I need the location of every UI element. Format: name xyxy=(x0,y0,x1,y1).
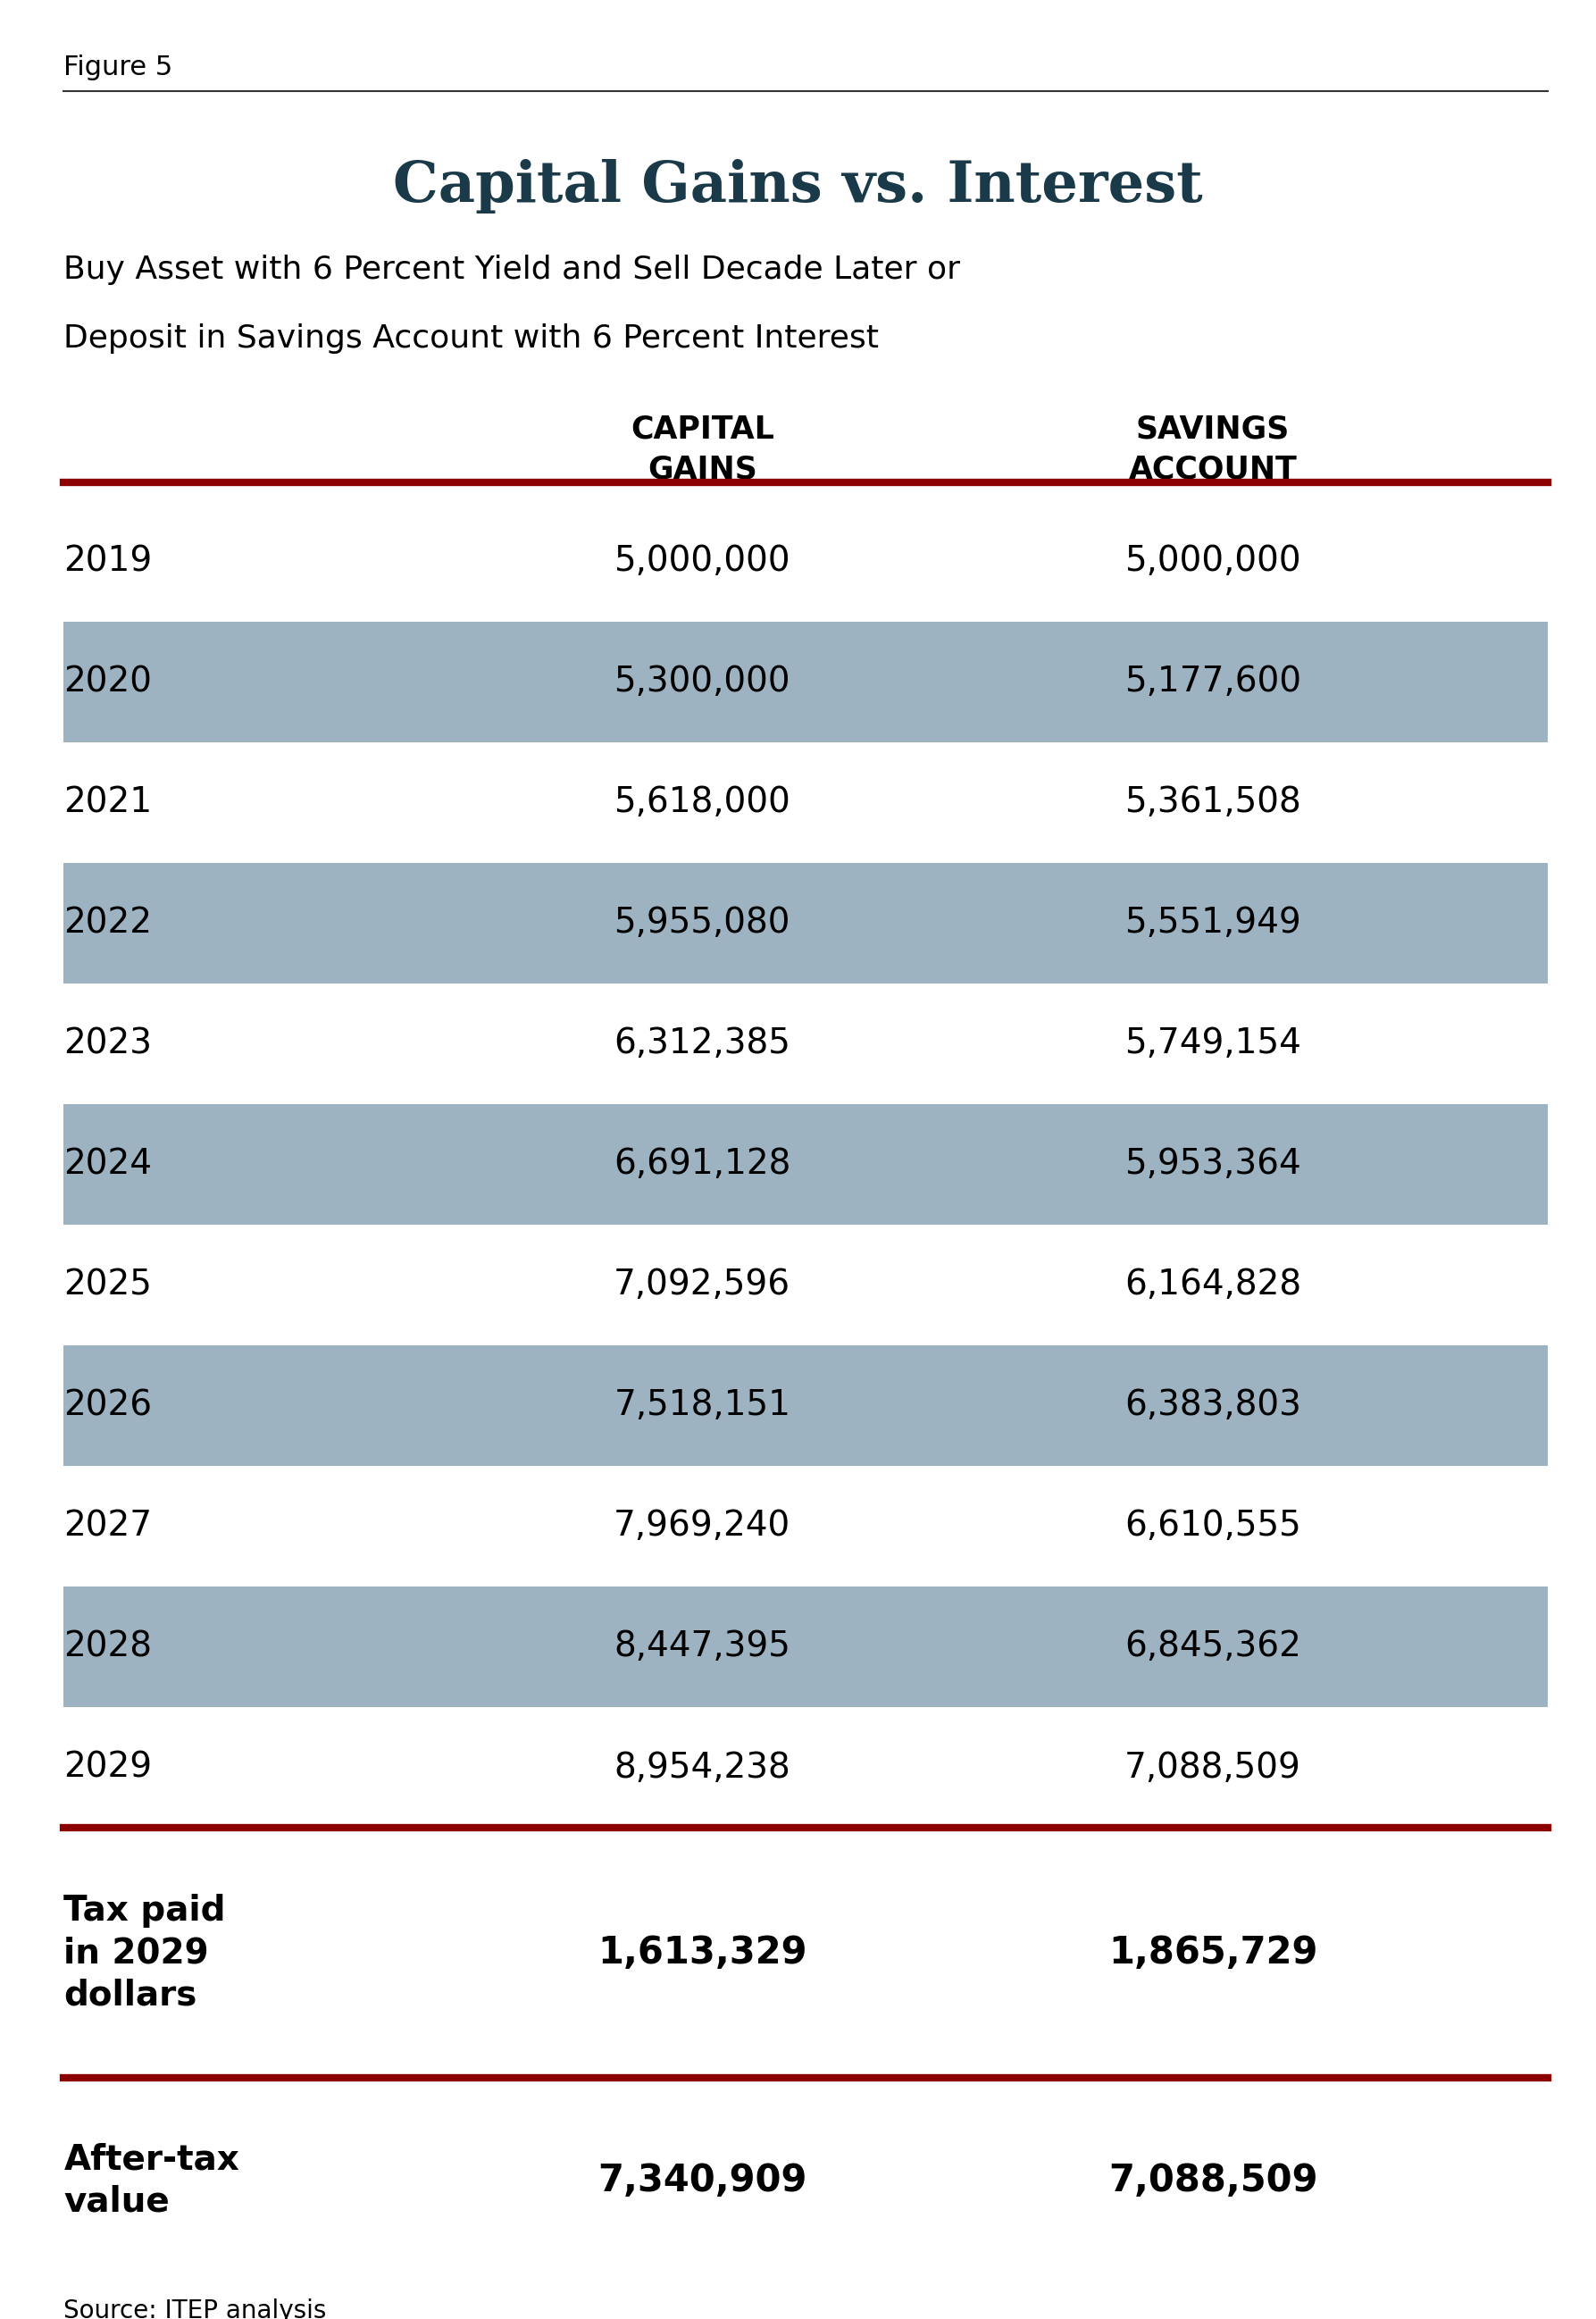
Text: 6,845,362: 6,845,362 xyxy=(1125,1630,1301,1663)
Text: 5,000,000: 5,000,000 xyxy=(614,545,790,577)
Text: Buy Asset with 6 Percent Yield and Sell Decade Later or: Buy Asset with 6 Percent Yield and Sell … xyxy=(64,255,961,285)
Text: 2027: 2027 xyxy=(64,1510,152,1542)
Text: 8,447,395: 8,447,395 xyxy=(614,1630,790,1663)
Text: Tax paid
in 2029
dollars: Tax paid in 2029 dollars xyxy=(64,1895,227,2013)
Text: 5,618,000: 5,618,000 xyxy=(614,786,790,819)
Text: 6,691,128: 6,691,128 xyxy=(613,1148,792,1180)
Text: 5,749,154: 5,749,154 xyxy=(1125,1027,1301,1060)
FancyBboxPatch shape xyxy=(64,1345,1548,1466)
Text: 1,613,329: 1,613,329 xyxy=(597,1934,808,1971)
Text: 7,518,151: 7,518,151 xyxy=(614,1389,790,1422)
Text: Figure 5: Figure 5 xyxy=(64,56,172,81)
Text: 5,551,949: 5,551,949 xyxy=(1125,907,1301,939)
Text: 6,383,803: 6,383,803 xyxy=(1125,1389,1301,1422)
Text: 2025: 2025 xyxy=(64,1268,152,1301)
Text: 5,361,508: 5,361,508 xyxy=(1125,786,1301,819)
Text: 7,088,509: 7,088,509 xyxy=(1125,1751,1301,1783)
Text: Deposit in Savings Account with 6 Percent Interest: Deposit in Savings Account with 6 Percen… xyxy=(64,322,879,352)
Text: 2022: 2022 xyxy=(64,907,152,939)
Text: 7,088,509: 7,088,509 xyxy=(1108,2161,1318,2198)
Text: 2019: 2019 xyxy=(64,545,153,577)
Text: 1,865,729: 1,865,729 xyxy=(1108,1934,1318,1971)
Text: 7,969,240: 7,969,240 xyxy=(614,1510,790,1542)
FancyBboxPatch shape xyxy=(64,1586,1548,1707)
FancyBboxPatch shape xyxy=(64,621,1548,742)
FancyBboxPatch shape xyxy=(64,863,1548,983)
Text: 5,177,600: 5,177,600 xyxy=(1125,666,1301,698)
Text: 2026: 2026 xyxy=(64,1389,152,1422)
Text: 6,164,828: 6,164,828 xyxy=(1125,1268,1301,1301)
Text: 7,092,596: 7,092,596 xyxy=(614,1268,790,1301)
FancyBboxPatch shape xyxy=(64,1104,1548,1224)
Text: 8,954,238: 8,954,238 xyxy=(614,1751,790,1783)
Text: 6,610,555: 6,610,555 xyxy=(1125,1510,1301,1542)
Text: Source: ITEP analysis: Source: ITEP analysis xyxy=(64,2298,327,2319)
Text: 5,953,364: 5,953,364 xyxy=(1125,1148,1301,1180)
Text: 5,300,000: 5,300,000 xyxy=(614,666,790,698)
Text: 2023: 2023 xyxy=(64,1027,152,1060)
Text: 6,312,385: 6,312,385 xyxy=(614,1027,790,1060)
Text: 5,955,080: 5,955,080 xyxy=(614,907,790,939)
Text: SAVINGS
ACCOUNT: SAVINGS ACCOUNT xyxy=(1128,415,1298,485)
Text: 2024: 2024 xyxy=(64,1148,152,1180)
Text: 7,340,909: 7,340,909 xyxy=(597,2161,808,2198)
Text: After-tax
value: After-tax value xyxy=(64,2143,239,2219)
Text: 2020: 2020 xyxy=(64,666,152,698)
Text: 2021: 2021 xyxy=(64,786,152,819)
Text: CAPITAL
GAINS: CAPITAL GAINS xyxy=(630,415,774,485)
Text: Capital Gains vs. Interest: Capital Gains vs. Interest xyxy=(393,160,1203,213)
Text: 2028: 2028 xyxy=(64,1630,152,1663)
Text: 5,000,000: 5,000,000 xyxy=(1125,545,1301,577)
Text: 2029: 2029 xyxy=(64,1751,152,1783)
